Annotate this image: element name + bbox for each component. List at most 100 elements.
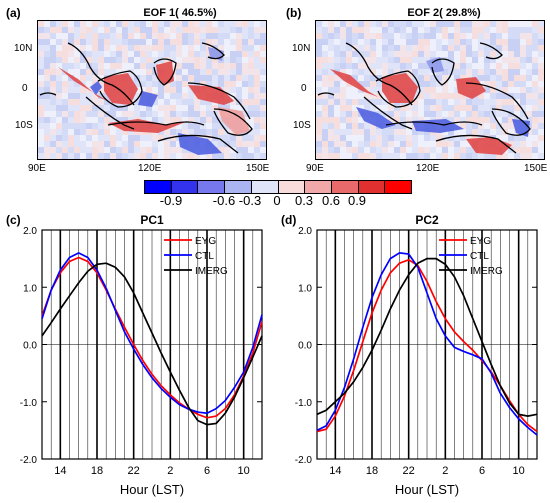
map-cell <box>406 33 412 39</box>
map-cell <box>430 111 436 117</box>
map-cell <box>514 111 520 117</box>
map-cell <box>466 123 472 129</box>
colorbar-swatch <box>385 181 412 193</box>
map-cell <box>322 147 328 153</box>
map-cell <box>128 63 134 69</box>
map-cell <box>358 123 364 129</box>
map-cell <box>526 141 532 147</box>
map-cell <box>430 45 436 51</box>
lat-tick-10s-a: 10S <box>15 120 33 131</box>
map-cell <box>38 141 44 147</box>
map-cell <box>260 111 266 117</box>
map-cell <box>526 27 532 33</box>
map-cell <box>170 63 176 69</box>
map-cell <box>116 141 122 147</box>
colorbar-label: 0.3 <box>294 193 314 208</box>
map-cell <box>382 57 388 63</box>
map-cell <box>194 45 200 51</box>
map-cell <box>328 87 334 93</box>
map-cell <box>340 63 346 69</box>
map-cell <box>442 51 448 57</box>
map-cell <box>532 105 538 111</box>
map-cell <box>484 81 490 87</box>
map-cell <box>74 135 80 141</box>
map-cell <box>508 33 514 39</box>
map-cell <box>158 45 164 51</box>
map-cell <box>352 63 358 69</box>
map-cell <box>248 123 254 129</box>
map-cell <box>334 105 340 111</box>
map-cell <box>460 33 466 39</box>
map-cell <box>322 63 328 69</box>
map-cell <box>370 27 376 33</box>
map-cell <box>50 51 56 57</box>
map-cell <box>334 39 340 45</box>
map-cell <box>358 153 364 159</box>
map-cell <box>68 33 74 39</box>
map-cell <box>502 81 508 87</box>
map-cell <box>514 39 520 45</box>
colorbar-swatch <box>145 181 172 193</box>
map-cell <box>466 63 472 69</box>
map-cell <box>74 93 80 99</box>
map-cell <box>116 21 122 27</box>
map-cell <box>86 21 92 27</box>
map-cell <box>242 27 248 33</box>
map-cell <box>340 69 346 75</box>
map-cell <box>110 153 116 159</box>
map-cell <box>242 39 248 45</box>
map-cell <box>346 111 352 117</box>
map-cell <box>248 21 254 27</box>
map-cell <box>74 21 80 27</box>
map-cell <box>98 123 104 129</box>
lon-tick-150e-a: 150E <box>246 163 270 174</box>
map-cell <box>92 135 98 141</box>
map-cell <box>508 117 514 123</box>
map-cell <box>92 21 98 27</box>
map-cell <box>158 105 164 111</box>
map-cell <box>170 99 176 105</box>
map-cell <box>454 147 460 153</box>
map-cell <box>146 21 152 27</box>
map-cell <box>68 51 74 57</box>
map-cell <box>146 135 152 141</box>
anomaly-patch <box>104 73 138 105</box>
map-cell <box>388 129 394 135</box>
map-cell <box>340 117 346 123</box>
map-cell <box>194 117 200 123</box>
map-cell <box>110 69 116 75</box>
map-cell <box>44 57 50 63</box>
map-cell <box>520 57 526 63</box>
colorbar-swatch <box>331 181 359 193</box>
map-cell <box>514 33 520 39</box>
map-cell <box>146 51 152 57</box>
map-cell <box>86 111 92 117</box>
map-cell <box>230 51 236 57</box>
map-cell <box>86 33 92 39</box>
map-cell <box>340 81 346 87</box>
map-cell <box>38 39 44 45</box>
map-cell <box>164 147 170 153</box>
map-cell <box>242 135 248 141</box>
map-cell <box>176 111 182 117</box>
map-cell <box>260 105 266 111</box>
map-cell <box>430 135 436 141</box>
map-cell <box>382 45 388 51</box>
map-cell <box>496 111 502 117</box>
map-cell <box>334 93 340 99</box>
map-cell <box>242 93 248 99</box>
map-cell <box>538 51 544 57</box>
map-cell <box>316 39 322 45</box>
map-cell <box>254 105 260 111</box>
map-cell <box>328 111 334 117</box>
map-cell <box>442 105 448 111</box>
map-cell <box>490 21 496 27</box>
map-cell <box>436 81 442 87</box>
map-cell <box>322 141 328 147</box>
map-cell <box>436 33 442 39</box>
map-cell <box>224 39 230 45</box>
map-cell <box>242 111 248 117</box>
map-cell <box>478 57 484 63</box>
map-cell <box>140 69 146 75</box>
map-cell <box>158 141 164 147</box>
